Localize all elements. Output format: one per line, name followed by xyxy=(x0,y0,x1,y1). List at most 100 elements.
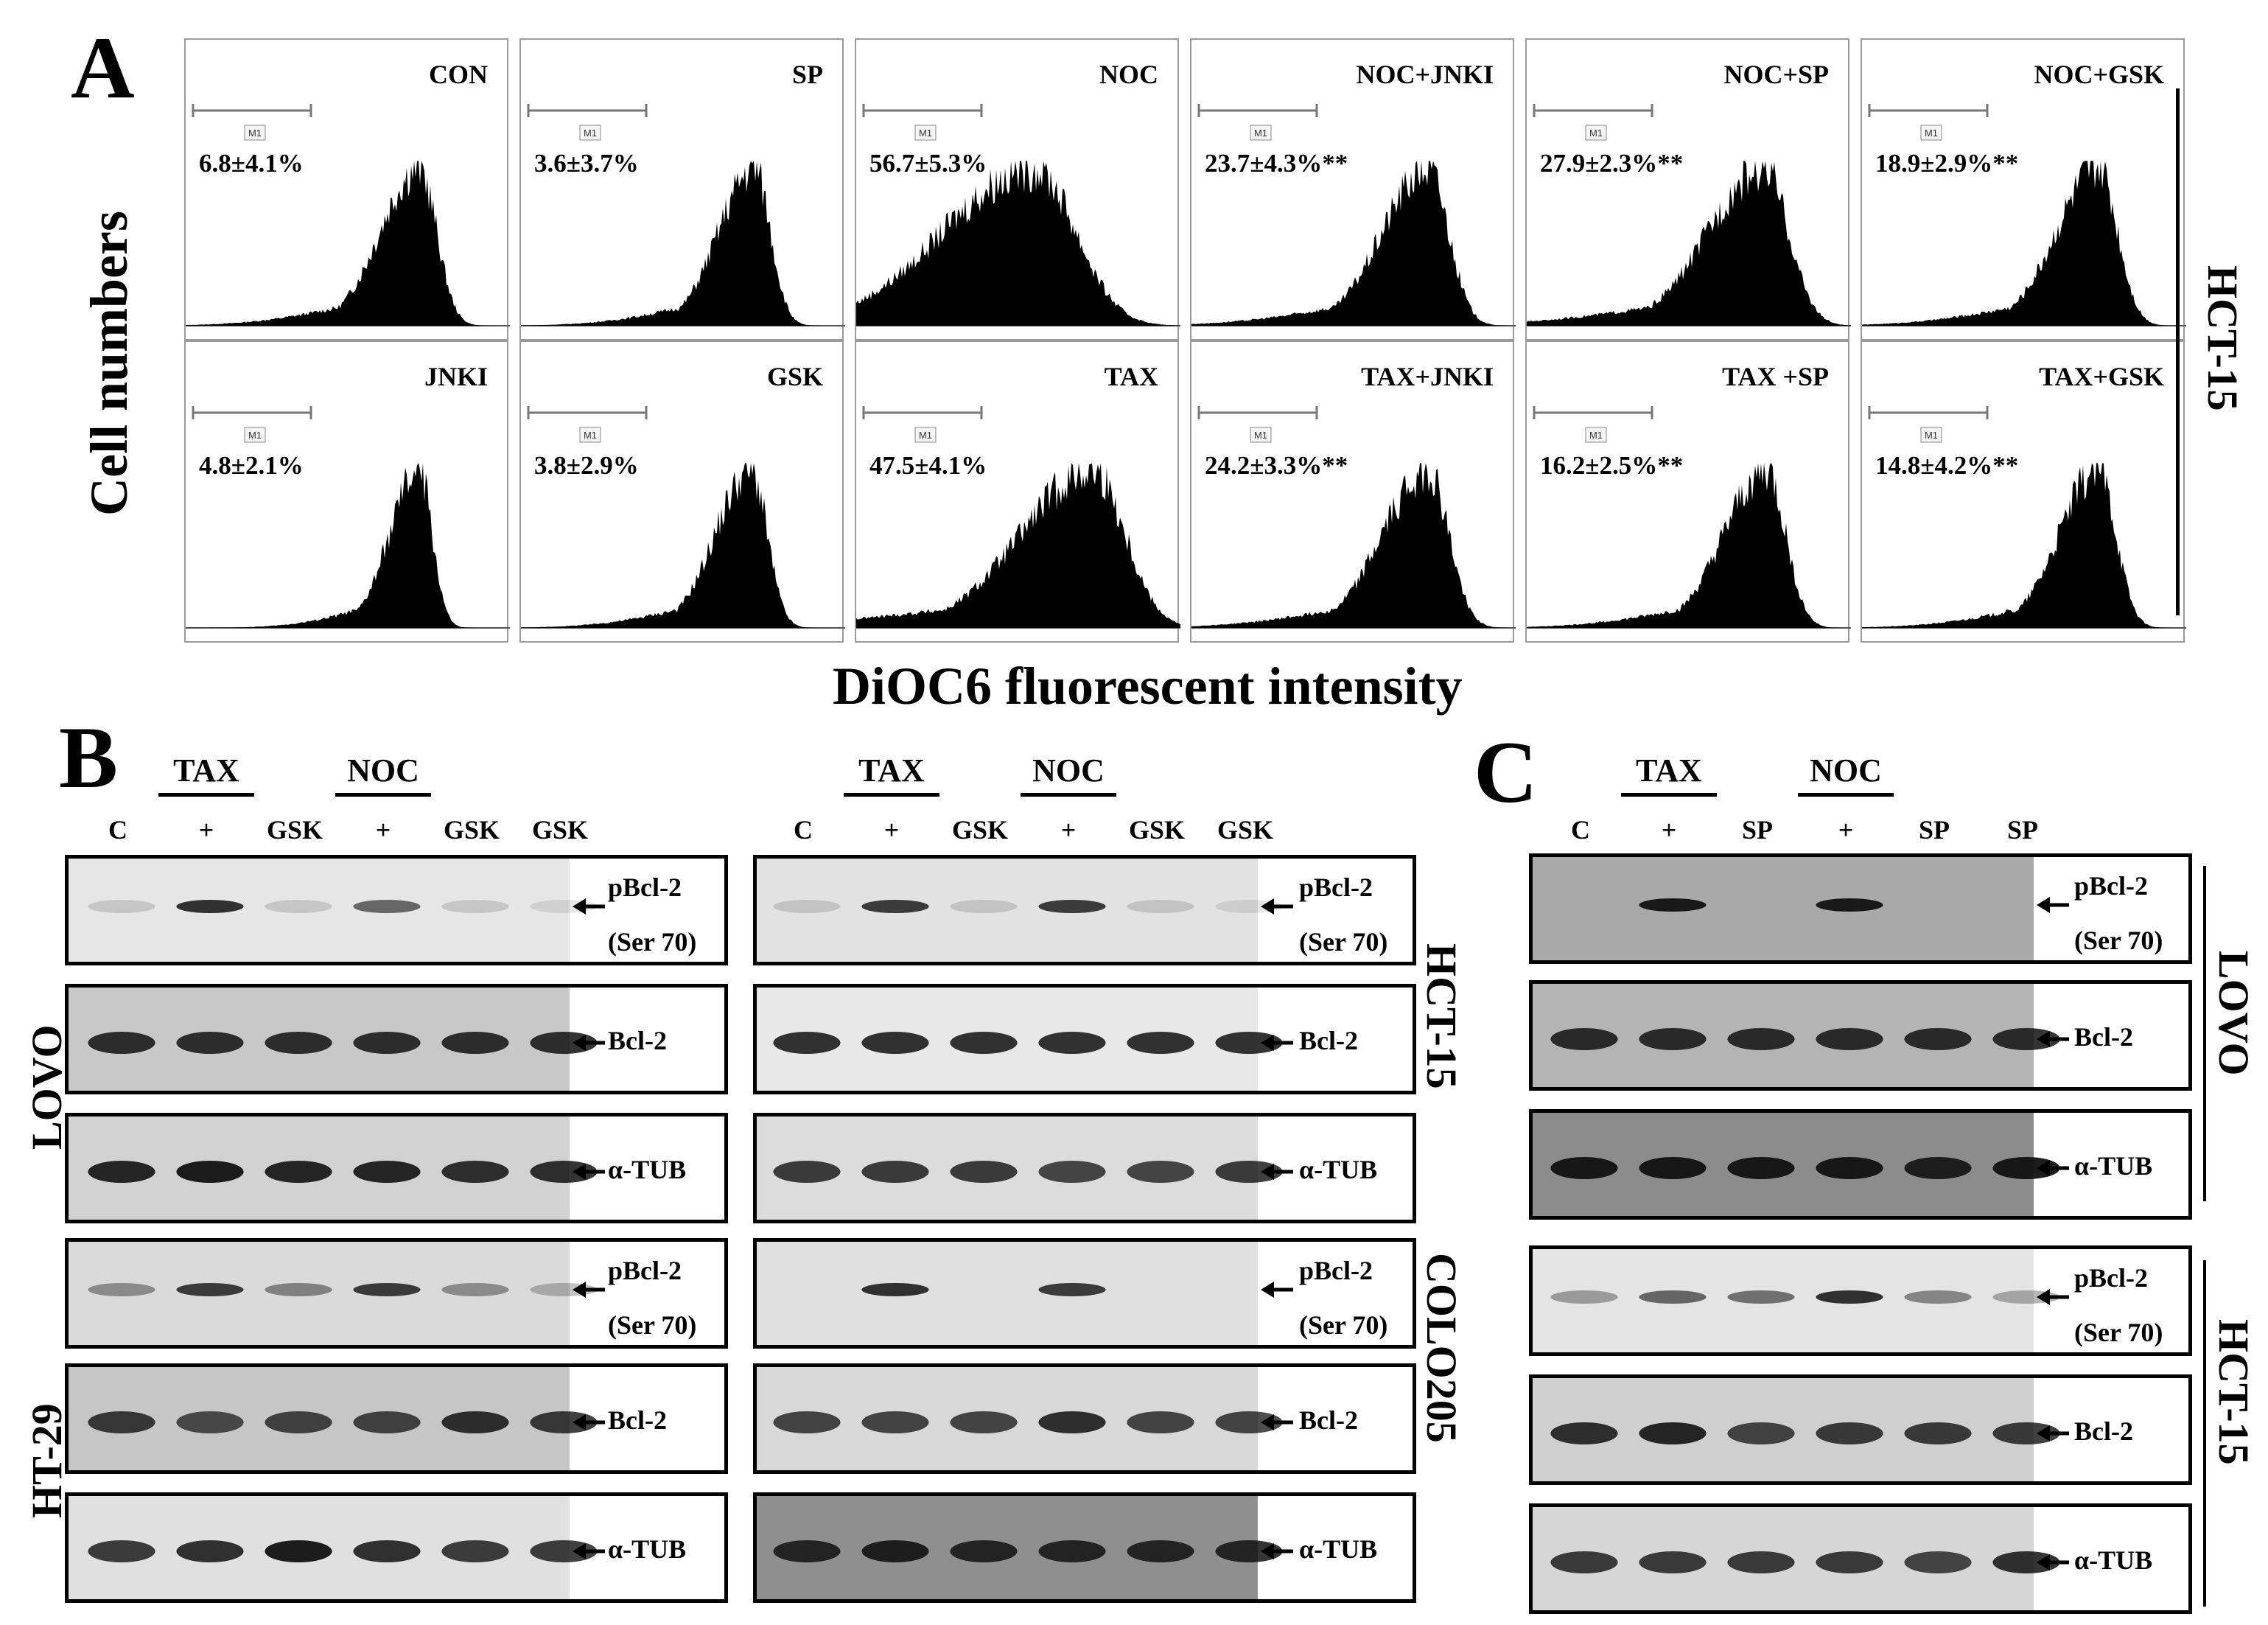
gate-label: M1 xyxy=(1254,430,1267,441)
protein-band xyxy=(861,1161,929,1183)
protein-band xyxy=(88,1032,155,1054)
blot-image xyxy=(757,859,1293,962)
protein-band xyxy=(441,1032,509,1054)
band-arrow-head xyxy=(573,1164,586,1180)
histogram-fill xyxy=(521,463,845,628)
histogram-plot: M1 xyxy=(856,406,1180,629)
band-arrow-head xyxy=(573,898,586,915)
protein-band xyxy=(176,1411,244,1433)
protein-band xyxy=(176,900,244,913)
gate-label-box xyxy=(914,125,937,141)
lane-label: + xyxy=(883,815,900,845)
protein-band xyxy=(1727,1551,1795,1573)
protein-band xyxy=(861,1411,929,1433)
lane-label: C xyxy=(108,815,127,845)
histogram-title: TAX xyxy=(1104,362,1158,391)
protein-band xyxy=(265,1411,332,1433)
protein-band xyxy=(353,1032,421,1054)
histogram-percentage: 3.8±2.9% xyxy=(534,451,639,480)
protein-band xyxy=(353,1540,421,1562)
histogram-percentage: 16.2±2.5%** xyxy=(1540,451,1684,480)
lane-label: C xyxy=(794,815,813,845)
protein-band xyxy=(1127,1032,1194,1054)
blot-panel: α-TUB xyxy=(65,1492,728,1603)
histogram-plot: M1 xyxy=(521,104,845,326)
treatment-underline xyxy=(1621,793,1717,797)
blot-image xyxy=(69,988,605,1091)
treatment-header: NOC xyxy=(347,752,419,789)
protein-band xyxy=(1038,1032,1106,1054)
protein-band xyxy=(441,1540,509,1562)
protein-band xyxy=(1215,900,1283,913)
protein-band xyxy=(530,1540,598,1562)
histogram-title: NOC xyxy=(1099,60,1158,89)
protein-band xyxy=(88,1540,155,1562)
cell-line-label-a: HCT-15 xyxy=(2199,265,2247,411)
histogram-percentage: 24.2±3.3%** xyxy=(1205,451,1348,480)
lane-label: GSK xyxy=(951,815,1009,845)
histogram-title: NOC+GSK xyxy=(2034,60,2164,89)
lane-label: SP xyxy=(2006,815,2038,845)
histogram-percentage: 27.9±2.3%** xyxy=(1540,149,1684,178)
blot-membrane xyxy=(69,859,570,962)
protein-band xyxy=(773,1411,841,1433)
blot-panel: α-TUB xyxy=(1529,1109,2192,1220)
histogram-panel: M1 NOC+SP 27.9±2.3%** xyxy=(1525,38,1851,340)
protein-band xyxy=(441,1411,509,1433)
gate-label-box xyxy=(1585,427,1607,443)
histogram-title: TAX+JNKI xyxy=(1361,362,1494,391)
blot-image xyxy=(69,1116,605,1220)
gate-label-box xyxy=(914,427,937,443)
band-sublabel: (Ser 70) xyxy=(608,927,697,957)
protein-band xyxy=(1550,1290,1618,1304)
histogram-percentage: 4.8±2.1% xyxy=(199,451,304,480)
histogram-panel: M1 TAX 47.5±4.1% xyxy=(855,340,1180,643)
histogram-fill xyxy=(856,463,1180,628)
protein-band xyxy=(1550,1422,1618,1444)
band-arrow-head xyxy=(2037,1031,2050,1047)
histogram-fill xyxy=(1191,161,1516,326)
cell-line-bracket xyxy=(2203,866,2206,1201)
band-arrow-head xyxy=(2037,1425,2050,1441)
band-sublabel: (Ser 70) xyxy=(2074,1318,2163,1347)
blot-image xyxy=(1533,1113,2069,1216)
protein-band xyxy=(1127,1411,1194,1433)
blot-membrane xyxy=(1533,857,2034,960)
protein-band xyxy=(773,1161,841,1183)
protein-band xyxy=(530,1161,598,1183)
protein-band xyxy=(1727,1290,1795,1304)
protein-band xyxy=(950,1032,1018,1054)
histogram-percentage: 56.7±5.3% xyxy=(869,149,987,178)
protein-band xyxy=(1215,1540,1283,1562)
gate-label-box xyxy=(1585,125,1607,141)
protein-band xyxy=(1816,1551,1883,1573)
histogram-plot: M1 xyxy=(1527,104,1851,326)
protein-band xyxy=(861,1032,929,1054)
band-label: α-TUB xyxy=(1299,1155,1378,1184)
protein-band xyxy=(1639,898,1707,912)
histogram-panel: M1 NOC+GSK 18.9±2.9%** xyxy=(1861,38,2186,340)
blot-membrane xyxy=(757,1242,1258,1345)
lane-label: GSK xyxy=(1128,815,1186,845)
blot-panel: Bcl-2 xyxy=(1529,1374,2192,1485)
gate-label: M1 xyxy=(248,430,262,441)
blot-panel: α-TUB xyxy=(753,1113,1416,1223)
histogram-panel: M1 TAX +SP 16.2±2.5%** xyxy=(1525,340,1851,643)
blot-image xyxy=(757,1496,1293,1599)
gate-label-box xyxy=(244,125,266,141)
histogram-panel: M1 SP 3.6±3.7% xyxy=(519,38,845,340)
treatment-underline xyxy=(844,793,939,797)
lane-label: + xyxy=(1661,815,1677,845)
protein-band xyxy=(353,1411,421,1433)
protein-band xyxy=(1550,1551,1618,1573)
band-sublabel: (Ser 70) xyxy=(1299,1310,1388,1340)
protein-band xyxy=(1550,1028,1618,1050)
protein-band xyxy=(950,1161,1018,1183)
gate-label-box xyxy=(1920,427,1942,443)
band-label: pBcl-2 xyxy=(608,873,682,902)
lane-label: + xyxy=(198,815,214,845)
protein-band xyxy=(773,900,841,913)
x-axis-label: DiOC6 fluorescent intensity xyxy=(833,657,1463,716)
blot-panel: Bcl-2 xyxy=(65,1363,728,1474)
protein-band xyxy=(1639,1551,1707,1573)
